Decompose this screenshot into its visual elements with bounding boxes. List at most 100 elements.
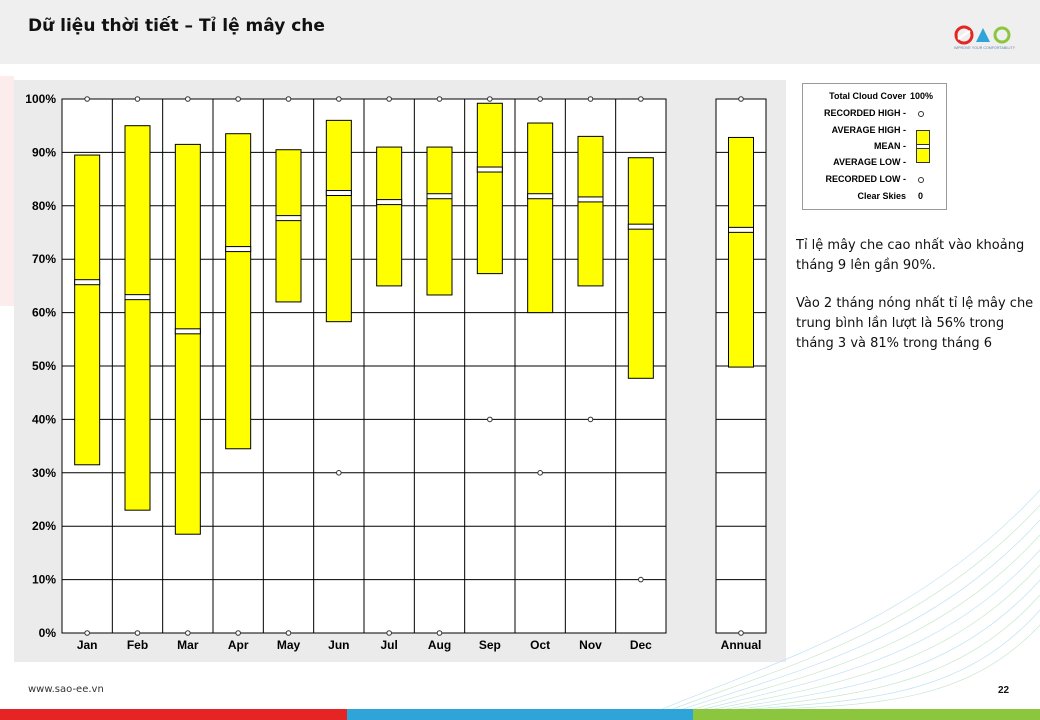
month-mar-x-label: Mar [177,638,199,652]
month-jun-mean-line [325,190,352,197]
month-oct-mean-line [527,193,554,200]
month-jun-x-label: Jun [328,638,349,652]
y-tick-label: 50% [32,359,56,373]
month-oct-x-label: Oct [530,638,550,652]
annual-mean-line [728,226,754,233]
month-aug-recorded-low [436,630,443,636]
month-apr-x-label: Apr [228,638,249,652]
month-sep-x-label: Sep [479,638,501,652]
month-sep-box [476,102,503,275]
cloud-cover-chart: 0% 10% 20% 30% 40% 50% 60% 70% 80% 90% 100% Jan Feb M… [14,80,786,662]
page-number: 22 [998,685,1010,696]
decorative-strip [0,76,14,306]
legend-recorded-low-marker [918,177,924,183]
month-feb-recorded-high [134,96,141,102]
month-oct-recorded-low [537,470,543,476]
month-nov-recorded-high [587,96,594,102]
legend-title-value: 100% [910,91,934,101]
note-paragraph-1: Tỉ lệ mây che cao nhất vào khoảng tháng … [796,238,1025,273]
month-dec-mean-line [627,223,654,230]
month-mar-recorded-low [185,630,191,636]
month-dec-x-label: Dec [630,638,652,652]
month-apr-box [225,133,252,450]
month-feb-box [124,125,151,511]
legend-average-high: AVERAGE HIGH - [831,125,906,135]
y-tick-label: 90% [32,145,56,159]
footer-bar-green [693,709,1040,720]
month-sep-recorded-high [487,96,493,102]
legend-recorded-high: RECORDED HIGH - [823,108,906,118]
legend-title: Total Cloud Cover [829,91,906,101]
legend-clear-skies-value: 0 [918,191,924,201]
month-aug-recorded-high [436,96,443,102]
month-feb-recorded-low [134,630,141,636]
month-jul-mean-line [376,199,403,206]
y-tick-label: 30% [32,466,56,480]
month-mar-recorded-high [185,96,191,102]
legend-mean-line [917,144,929,149]
month-jul-recorded-low [386,630,392,636]
page-title: Dữ liệu thời tiết – Tỉ lệ mây che [28,16,325,36]
month-may-recorded-low [285,630,292,636]
month-nov-box [577,135,604,287]
month-dec-recorded-high [638,96,644,102]
y-tick-label: 10% [32,573,56,587]
month-jul-box [376,146,403,287]
month-jan-recorded-low [84,630,90,636]
month-jun-box [325,119,352,323]
y-tick-label: 70% [32,252,56,266]
month-sep-mean-line [476,166,503,173]
month-dec-recorded-low [638,576,644,583]
month-oct-recorded-high [537,96,543,102]
month-feb-mean-line [124,294,151,301]
month-jan-recorded-high [84,96,90,102]
month-jul-recorded-high [386,96,392,102]
annual-box [728,136,754,368]
month-jan-mean-line [74,279,101,286]
legend-recorded-low: RECORDED LOW - [825,174,907,184]
y-tick-label: 40% [32,412,56,426]
footer-bar-blue [347,709,693,720]
month-may-x-label: May [277,638,301,652]
month-aug-mean-line [426,193,453,200]
month-mar-box [174,143,201,535]
legend-average-low: AVERAGE LOW - [833,157,906,167]
month-mar-mean-line [174,328,201,335]
month-sep-recorded-low [487,416,493,423]
month-jun-recorded-high [336,96,342,102]
legend-mean: MEAN - [874,141,906,151]
annual-x-label: Annual [721,638,762,652]
y-tick-label: 80% [32,199,56,213]
footer-bar-red [0,709,347,720]
legend-clear-skies: Clear Skies [857,191,906,201]
logo-tagline: IMPROVE YOUR COMFORTABILITY [954,46,1016,50]
note-paragraph-2: Vào 2 tháng nóng nhất tỉ lệ mây che trun… [796,296,1034,351]
month-jan-x-label: Jan [77,638,98,652]
month-may-box [275,149,302,303]
month-dec-box [627,157,654,379]
legend-box-swatch [916,130,930,163]
month-may-recorded-high [285,96,292,102]
month-aug-box [426,146,453,296]
annual-recorded-low [738,630,744,636]
footer-url: www.sao-ee.vn [28,684,104,695]
chart-legend: Total Cloud Cover 100% RECORDED HIGH - A… [802,83,947,210]
month-may-mean-line [275,215,302,222]
y-tick-label: 20% [32,519,56,533]
sao-logo-icon [954,25,1011,45]
y-tick-label: 0% [39,626,57,640]
month-nov-x-label: Nov [579,638,602,652]
month-oct-box [527,122,554,314]
month-aug-x-label: Aug [428,638,451,652]
annual-recorded-high [738,96,744,102]
month-jan-box [74,154,101,466]
month-jun-recorded-low [336,470,342,476]
month-feb-x-label: Feb [127,638,148,652]
month-jul-x-label: Jul [380,638,397,652]
y-tick-label: 60% [32,306,56,320]
decorative-waves [660,489,1040,710]
slide-header: Dữ liệu thời tiết – Tỉ lệ mây che IMPROV… [0,0,1040,64]
cloud-cover-chart-svg: 0% 10% 20% 30% 40% 50% 60% 70% 80% 90% 100% Jan Feb M… [25,92,767,652]
sao-logo: IMPROVE YOUR COMFORTABILITY [954,24,1016,56]
month-apr-mean-line [225,246,252,253]
